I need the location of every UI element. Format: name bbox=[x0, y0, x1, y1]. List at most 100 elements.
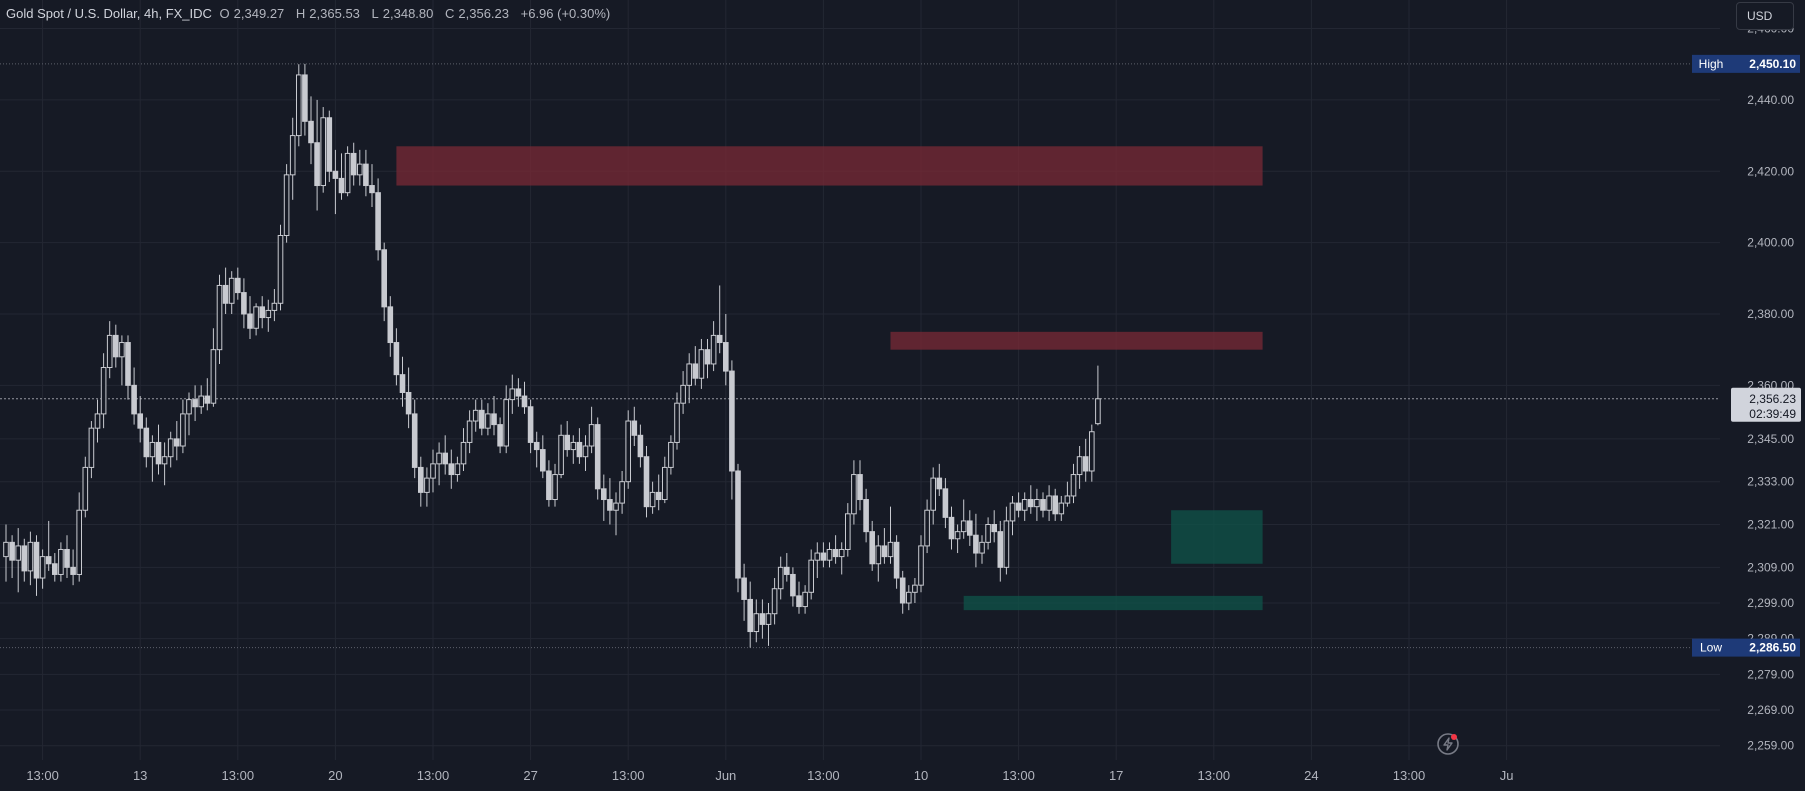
candle-body bbox=[899, 577, 906, 604]
candle-body bbox=[271, 302, 278, 311]
candle-body bbox=[1028, 499, 1034, 508]
symbol-title[interactable]: Gold Spot / U.S. Dollar, 4h, FX_IDC bbox=[6, 6, 212, 21]
candle-body bbox=[314, 142, 320, 187]
candle-body bbox=[143, 427, 150, 458]
candle-body bbox=[247, 313, 253, 329]
candle-body bbox=[887, 541, 894, 558]
candle-body bbox=[265, 309, 272, 319]
candle-body bbox=[119, 342, 125, 358]
auto-scale-flash-icon[interactable] bbox=[1436, 732, 1460, 756]
candle-body bbox=[100, 367, 107, 415]
candle-body bbox=[45, 556, 52, 565]
candle-body bbox=[906, 591, 912, 604]
time-tick-label: 20 bbox=[328, 768, 342, 783]
time-tick-label: 13:00 bbox=[1198, 768, 1231, 783]
candle-body bbox=[826, 548, 833, 561]
candle-body bbox=[210, 349, 217, 404]
candle-body bbox=[936, 477, 943, 490]
candle-body bbox=[460, 441, 467, 465]
candle-body bbox=[808, 559, 815, 593]
candle-body bbox=[662, 466, 668, 501]
price-change: +6.96 (+0.30%) bbox=[520, 6, 611, 21]
candle-body bbox=[509, 388, 516, 401]
candle-body bbox=[88, 427, 95, 468]
candle-body bbox=[454, 463, 461, 476]
candle-body bbox=[39, 556, 46, 579]
candle-body bbox=[985, 524, 991, 543]
candle-body bbox=[228, 277, 235, 304]
candle-body bbox=[564, 434, 571, 451]
reference-lines bbox=[0, 63, 1720, 649]
candle-body bbox=[954, 531, 961, 540]
candle-body bbox=[540, 449, 546, 472]
candle-body bbox=[796, 595, 802, 608]
candle-body bbox=[674, 402, 680, 443]
candle-body bbox=[869, 531, 876, 565]
symbol-legend: Gold Spot / U.S. Dollar, 4h, FX_IDC O 2,3… bbox=[6, 6, 614, 21]
time-tick-label: 13:00 bbox=[222, 768, 255, 783]
candle-body bbox=[924, 509, 930, 547]
candle-body bbox=[692, 363, 699, 379]
candle-body bbox=[1070, 474, 1077, 497]
candle-body bbox=[838, 548, 845, 558]
candle-body bbox=[33, 541, 40, 579]
candle-body bbox=[216, 284, 223, 351]
price-tick-label: 2,440.00 bbox=[1747, 93, 1794, 107]
price-tick-label: 2,333.00 bbox=[1747, 475, 1794, 489]
demand-zone bbox=[963, 595, 1263, 611]
candle-body bbox=[106, 334, 113, 369]
candle-body bbox=[771, 588, 778, 615]
candle-body bbox=[253, 306, 259, 329]
candlestick-series bbox=[3, 63, 1101, 648]
candle-body bbox=[637, 434, 644, 458]
time-tick-label: 17 bbox=[1109, 768, 1123, 783]
price-axis[interactable]: 2,460.002,440.002,420.002,400.002,380.00… bbox=[1692, 0, 1805, 791]
candle-body bbox=[631, 420, 638, 436]
candle-body bbox=[375, 192, 381, 251]
candle-body bbox=[729, 370, 735, 472]
candle-body bbox=[155, 441, 162, 465]
candle-body bbox=[344, 152, 351, 194]
candle-body bbox=[973, 534, 979, 554]
candle-body bbox=[338, 177, 345, 194]
candle-body bbox=[21, 545, 28, 572]
time-tick-label: 13:00 bbox=[612, 768, 645, 783]
candle-body bbox=[52, 563, 58, 575]
supply-zone bbox=[890, 331, 1263, 350]
candle-body bbox=[912, 584, 918, 593]
candle-body bbox=[320, 117, 326, 187]
candle-body bbox=[58, 548, 64, 575]
candle-body bbox=[222, 284, 229, 304]
candle-body bbox=[814, 552, 821, 561]
candle-body bbox=[9, 541, 15, 561]
low-price-label: 2,286.50 bbox=[1749, 641, 1796, 655]
candle-body bbox=[820, 552, 827, 561]
candle-body bbox=[15, 545, 21, 561]
candle-body bbox=[1064, 495, 1071, 504]
time-tick-label: 13:00 bbox=[807, 768, 840, 783]
candle-body bbox=[668, 441, 674, 468]
candle-body bbox=[741, 577, 747, 600]
candle-body bbox=[296, 74, 302, 137]
candle-body bbox=[802, 591, 808, 608]
candle-body bbox=[485, 413, 491, 429]
candle-body bbox=[881, 545, 888, 558]
candle-body bbox=[997, 531, 1004, 568]
time-axis[interactable]: 13:00 13 13:00 20 13:00 27 13:00 Jun 13:00 10 13:0… bbox=[26, 768, 1513, 783]
candle-body bbox=[704, 349, 711, 365]
candle-body bbox=[546, 470, 552, 501]
price-tick-label: 2,380.00 bbox=[1747, 307, 1794, 321]
candle-body bbox=[942, 488, 949, 518]
currency-button[interactable]: USD bbox=[1736, 2, 1794, 30]
candle-body bbox=[149, 441, 156, 458]
high-price-bg bbox=[1730, 54, 1800, 73]
time-tick-label: 13:00 bbox=[1393, 768, 1426, 783]
demand-zone bbox=[1171, 510, 1263, 564]
candle-body bbox=[180, 413, 186, 447]
candle-body bbox=[790, 573, 796, 597]
candle-body bbox=[94, 413, 101, 429]
candle-body bbox=[466, 420, 473, 443]
candle-body bbox=[1046, 495, 1052, 511]
candle-body bbox=[174, 438, 180, 447]
